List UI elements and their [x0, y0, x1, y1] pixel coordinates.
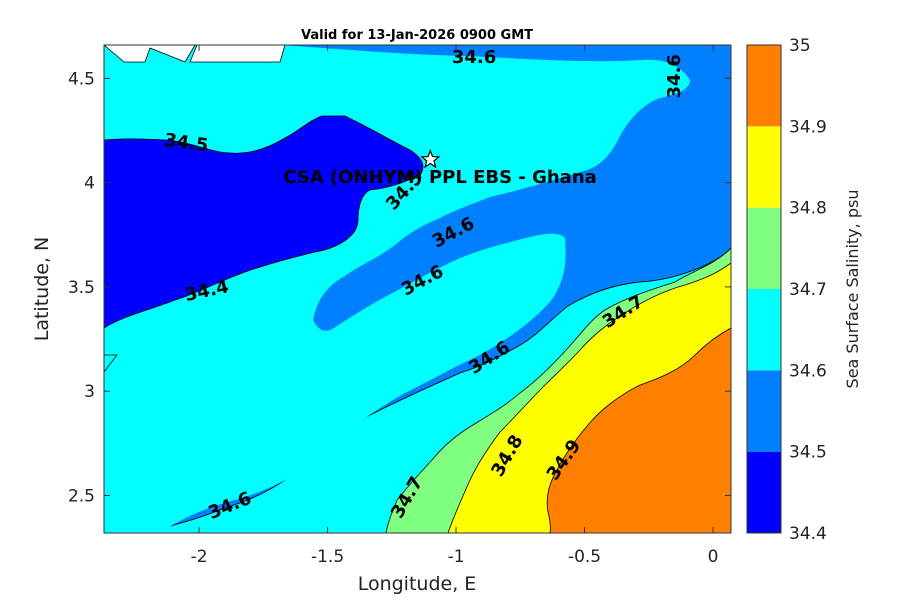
colorbar-swatch — [747, 45, 781, 127]
region-34.9-35.0 — [546, 327, 731, 533]
chart-title: Valid for 13-Jan-2026 0900 GMT — [301, 28, 533, 43]
colorbar-tick-label: 34.5 — [789, 443, 827, 463]
y-axis-label: Latitude, N — [31, 237, 53, 342]
plot-frame — [103, 44, 732, 534]
colorbar-swatch — [747, 451, 781, 533]
x-tick-label: -0.5 — [568, 547, 601, 567]
contour-fill-layer — [104, 45, 731, 533]
colorbar-swatch — [747, 126, 781, 208]
x-axis: -2 -1.5 -1 -0.5 0 — [191, 45, 719, 567]
colorbar-frame — [746, 44, 782, 534]
contour-label: 34.6 — [452, 47, 496, 68]
colorbar-tick-label: 34.4 — [789, 524, 827, 544]
site-annotation: CSA (ONHYM) PPL EBS - Ghana — [283, 149, 597, 188]
colorbar-tick-label: 34.8 — [789, 199, 827, 219]
site-star-marker — [420, 149, 441, 169]
colorbar-tick-label: 34.6 — [789, 361, 827, 381]
contour-label: 34.6 — [664, 54, 685, 98]
y-tick-label: 3 — [84, 382, 95, 402]
y-tick-label: 2.5 — [68, 486, 95, 506]
colorbar-tick-label: 34.7 — [789, 280, 827, 300]
y-axis: 2.5 3 3.5 4 4.5 — [68, 69, 731, 506]
y-tick-label: 4 — [84, 174, 95, 194]
x-tick-label: -2 — [191, 547, 208, 567]
y-tick-label: 3.5 — [68, 278, 95, 298]
colorbar: 34.4 34.5 34.6 34.7 34.8 34.9 35 — [746, 36, 827, 544]
land-mask — [104, 45, 286, 63]
colorbar-tick-label: 34.9 — [789, 117, 827, 137]
colorbar-swatch — [747, 370, 781, 452]
region-34.4-34.5 — [104, 115, 424, 329]
x-tick-label: -1.5 — [311, 547, 344, 567]
site-label: CSA (ONHYM) PPL EBS - Ghana — [283, 167, 597, 188]
colorbar-tick-label: 35 — [789, 36, 811, 56]
colorbar-label: Sea Surface Salinity, psu — [843, 190, 862, 389]
x-tick-label: 0 — [708, 547, 719, 567]
x-tick-label: -1 — [448, 547, 465, 567]
x-axis-label: Longitude, E — [358, 573, 477, 595]
colorbar-swatch — [747, 207, 781, 289]
colorbar-swatch — [747, 289, 781, 371]
region-34.6-34.7-west-edge — [104, 354, 118, 373]
y-tick-label: 4.5 — [68, 69, 95, 89]
